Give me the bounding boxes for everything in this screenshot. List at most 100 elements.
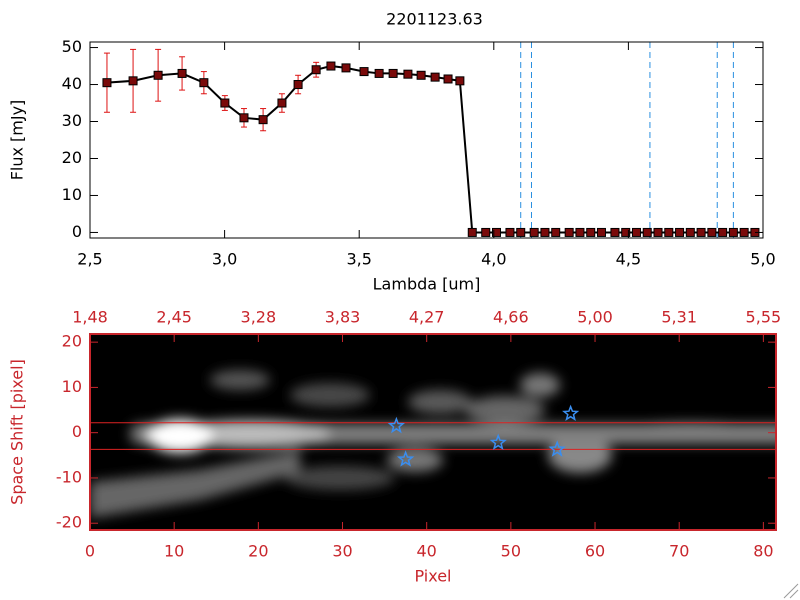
x-tick-label: 60 (585, 542, 605, 561)
marker (718, 227, 728, 237)
x2-tick-label: 5,55 (746, 308, 782, 327)
marker (642, 227, 652, 237)
marker (707, 227, 717, 237)
marker (586, 227, 596, 237)
y-tick-label: 20 (62, 332, 82, 351)
x-tick-label: 20 (248, 542, 268, 561)
marker (551, 227, 561, 237)
marker (685, 227, 695, 237)
blob (465, 396, 545, 424)
x-tick-label: 80 (753, 542, 773, 561)
y-tick-label: 0 (72, 222, 82, 241)
marker (696, 227, 706, 237)
x-axis-label: Lambda [um] (373, 275, 481, 294)
star (396, 450, 415, 467)
marker (728, 227, 738, 237)
x-tick-label: 10 (164, 542, 184, 561)
marker (311, 65, 321, 75)
x2-tick-label: 2,45 (156, 308, 192, 327)
marker (341, 63, 351, 73)
marker (403, 69, 413, 79)
y-axis-label: Flux [mJy] (8, 100, 27, 181)
marker (481, 227, 491, 237)
blob (387, 448, 443, 472)
x2-tick-label: 3,28 (241, 308, 277, 327)
marker (610, 227, 620, 237)
x2-tick-label: 4,66 (493, 308, 529, 327)
star (387, 416, 406, 434)
marker (540, 227, 550, 237)
y-tick-label: -20 (56, 513, 82, 532)
x-tick-label: 30 (332, 542, 352, 561)
x-tick-label: 3,0 (212, 250, 237, 269)
marker (621, 227, 631, 237)
y-tick-label: 30 (62, 111, 82, 130)
x2-tick-label: 5,31 (661, 308, 697, 327)
marker (388, 68, 398, 78)
marker (220, 98, 230, 108)
marker (443, 74, 453, 84)
blob (290, 383, 370, 407)
y-axis-label: Space Shift [pixel] (8, 359, 27, 505)
y-tick-label: 40 (62, 74, 82, 93)
x-tick-label: 50 (501, 542, 521, 561)
blob (210, 370, 270, 390)
resize-grip (783, 583, 799, 599)
y-tick-label: 50 (62, 37, 82, 56)
x-tick-label: 0 (85, 542, 95, 561)
marker (177, 68, 187, 78)
star (548, 440, 566, 457)
x-tick-label: 3,5 (346, 250, 371, 269)
marker (374, 68, 384, 78)
x-tick-label: 40 (417, 542, 437, 561)
star (489, 433, 507, 451)
marker (596, 227, 606, 237)
x-tick-label: 4,5 (616, 250, 641, 269)
star (562, 404, 580, 421)
marker (293, 80, 303, 90)
trace-peak (148, 419, 212, 453)
y-tick-label: 10 (62, 377, 82, 396)
marker (664, 227, 674, 237)
x2-tick-label: 3,83 (325, 308, 361, 327)
grip-line (783, 583, 799, 599)
marker (416, 70, 426, 80)
blob (520, 373, 560, 397)
marker (653, 227, 663, 237)
x-tick-label: 5,0 (750, 250, 775, 269)
marker (631, 227, 641, 237)
marker (430, 72, 440, 82)
marker (326, 61, 336, 71)
blob (548, 437, 612, 473)
marker (239, 113, 249, 123)
blob (408, 390, 472, 414)
blob (90, 450, 300, 518)
marker (199, 78, 209, 88)
marker (564, 227, 574, 237)
marker (258, 115, 268, 125)
marker (529, 227, 539, 237)
marker (359, 67, 369, 77)
marker (128, 76, 138, 86)
marker (153, 70, 163, 80)
blob (285, 466, 395, 490)
marker (516, 227, 526, 237)
x-axis-label: Pixel (414, 567, 451, 586)
x2-tick-label: 4,27 (409, 308, 445, 327)
spectrum-image (90, 334, 776, 530)
x-tick-label: 4,0 (481, 250, 506, 269)
marker (675, 227, 685, 237)
x2-tick-label: 1,48 (72, 308, 108, 327)
x-tick-label: 70 (669, 542, 689, 561)
marker (467, 227, 477, 237)
x-tick-label: 2,5 (77, 250, 102, 269)
marker (505, 227, 515, 237)
y-tick-label: -10 (56, 467, 82, 486)
y-tick-label: 10 (62, 185, 82, 204)
x2-tick-label: 5,00 (577, 308, 613, 327)
marker (491, 227, 501, 237)
chart-title: 2201123.63 (386, 10, 483, 29)
plot-frame (89, 333, 777, 531)
marker (102, 78, 112, 88)
